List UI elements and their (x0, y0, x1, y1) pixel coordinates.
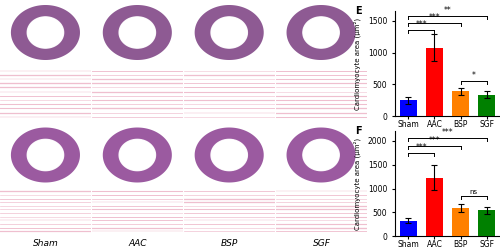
PathPatch shape (194, 5, 264, 60)
Bar (452, 208, 469, 236)
Text: SGF: SGF (312, 238, 330, 248)
Text: *: * (472, 70, 476, 80)
Polygon shape (303, 17, 339, 48)
Polygon shape (303, 140, 339, 170)
Text: ***: *** (442, 128, 454, 137)
Y-axis label: Cardiomyocyte area (μm²): Cardiomyocyte area (μm²) (354, 18, 362, 110)
Bar (478, 94, 495, 116)
Bar (426, 178, 443, 236)
Polygon shape (119, 140, 156, 170)
Text: AAC: AAC (128, 238, 147, 248)
Text: ***: *** (416, 20, 427, 29)
Text: ***: *** (428, 13, 440, 22)
Bar (478, 210, 495, 236)
Bar (400, 220, 417, 236)
Polygon shape (119, 17, 156, 48)
PathPatch shape (194, 128, 264, 182)
Polygon shape (28, 17, 64, 48)
PathPatch shape (103, 128, 172, 182)
Polygon shape (211, 140, 248, 170)
Text: ns: ns (470, 189, 478, 195)
Text: E: E (355, 6, 362, 16)
Text: ***: *** (428, 136, 440, 144)
PathPatch shape (286, 5, 356, 60)
Text: Sham: Sham (33, 238, 59, 248)
PathPatch shape (103, 5, 172, 60)
Polygon shape (28, 140, 64, 170)
Text: F: F (355, 126, 362, 136)
Bar (426, 48, 443, 116)
Y-axis label: Cardiomyocyte area (μm²): Cardiomyocyte area (μm²) (354, 138, 362, 230)
Polygon shape (211, 17, 248, 48)
PathPatch shape (11, 5, 80, 60)
PathPatch shape (286, 128, 356, 182)
Bar (452, 92, 469, 116)
Text: **: ** (444, 6, 452, 15)
Text: BSP: BSP (221, 238, 238, 248)
PathPatch shape (11, 128, 80, 182)
Text: ***: *** (416, 143, 427, 152)
Bar (400, 100, 417, 116)
